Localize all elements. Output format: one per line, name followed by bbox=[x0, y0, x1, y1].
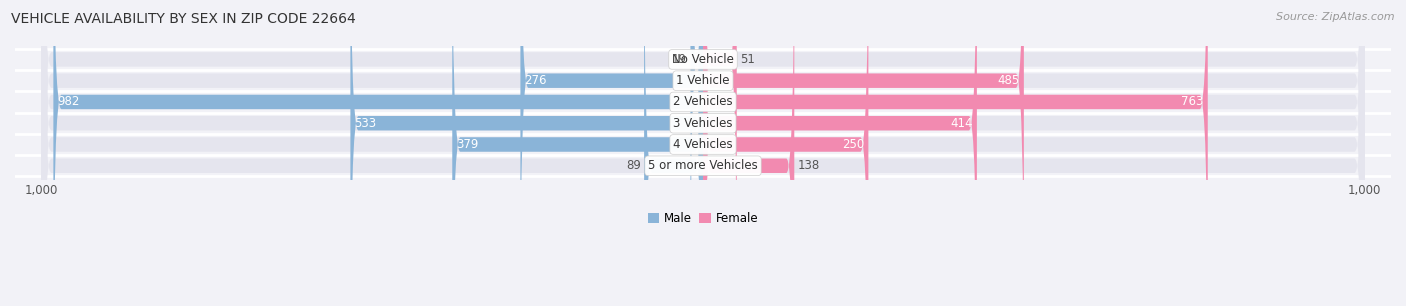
FancyBboxPatch shape bbox=[703, 0, 977, 306]
FancyBboxPatch shape bbox=[520, 0, 703, 306]
Text: 1 Vehicle: 1 Vehicle bbox=[676, 74, 730, 87]
Text: 138: 138 bbox=[797, 159, 820, 172]
FancyBboxPatch shape bbox=[41, 0, 1365, 306]
Text: 4 Vehicles: 4 Vehicles bbox=[673, 138, 733, 151]
FancyBboxPatch shape bbox=[350, 0, 703, 306]
Text: 250: 250 bbox=[842, 138, 865, 151]
FancyBboxPatch shape bbox=[703, 0, 1024, 306]
Text: 763: 763 bbox=[1181, 95, 1204, 108]
Legend: Male, Female: Male, Female bbox=[643, 207, 763, 230]
FancyBboxPatch shape bbox=[703, 0, 794, 306]
Text: No Vehicle: No Vehicle bbox=[672, 53, 734, 66]
FancyBboxPatch shape bbox=[644, 0, 703, 306]
Text: Source: ZipAtlas.com: Source: ZipAtlas.com bbox=[1277, 12, 1395, 22]
FancyBboxPatch shape bbox=[41, 0, 1365, 306]
Text: 51: 51 bbox=[740, 53, 755, 66]
Text: 5 or more Vehicles: 5 or more Vehicles bbox=[648, 159, 758, 172]
FancyBboxPatch shape bbox=[690, 0, 703, 306]
Text: 485: 485 bbox=[998, 74, 1019, 87]
Text: 414: 414 bbox=[950, 117, 973, 130]
Text: 2 Vehicles: 2 Vehicles bbox=[673, 95, 733, 108]
Text: 3 Vehicles: 3 Vehicles bbox=[673, 117, 733, 130]
FancyBboxPatch shape bbox=[453, 0, 703, 306]
Text: 276: 276 bbox=[524, 74, 547, 87]
FancyBboxPatch shape bbox=[41, 0, 1365, 306]
Text: 379: 379 bbox=[456, 138, 478, 151]
FancyBboxPatch shape bbox=[703, 0, 869, 306]
Text: 982: 982 bbox=[58, 95, 80, 108]
FancyBboxPatch shape bbox=[703, 0, 737, 306]
Text: 89: 89 bbox=[626, 159, 641, 172]
FancyBboxPatch shape bbox=[41, 0, 1365, 306]
FancyBboxPatch shape bbox=[703, 0, 1208, 306]
FancyBboxPatch shape bbox=[53, 0, 703, 306]
Text: 533: 533 bbox=[354, 117, 377, 130]
FancyBboxPatch shape bbox=[41, 0, 1365, 306]
Text: VEHICLE AVAILABILITY BY SEX IN ZIP CODE 22664: VEHICLE AVAILABILITY BY SEX IN ZIP CODE … bbox=[11, 12, 356, 26]
FancyBboxPatch shape bbox=[41, 0, 1365, 306]
Text: 19: 19 bbox=[672, 53, 688, 66]
